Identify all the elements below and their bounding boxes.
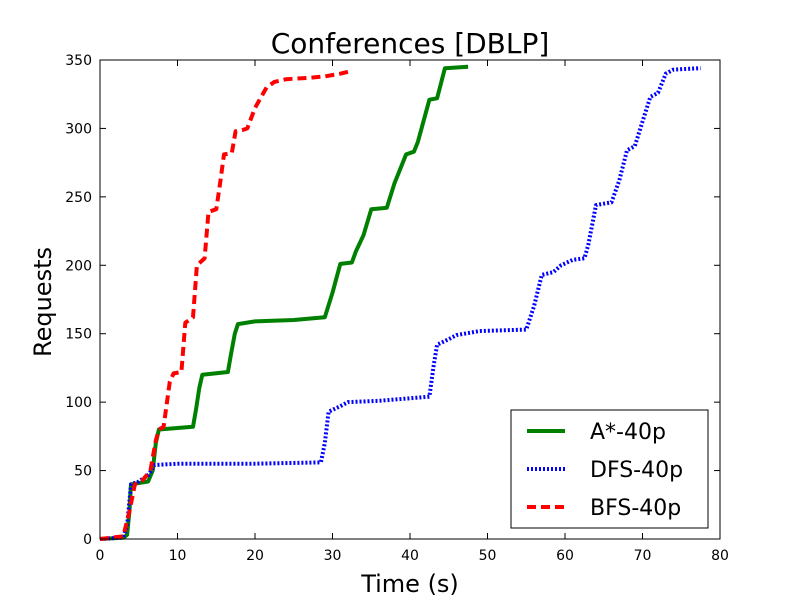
x-tick-label: 30 [324,548,342,564]
series-line-bfs-40p [99,68,353,541]
legend-label-a-40p: A*-40p [590,420,666,445]
chart-title: Conferences [DBLP] [271,27,550,60]
plot-area-frame [99,59,721,540]
legend: A*-40p DFS-40p BFS-40p [510,409,709,529]
x-tick-label: 60 [556,548,574,564]
legend-label-bfs-40p: BFS-40p [590,496,681,521]
y-tick-label: 100 [65,395,92,411]
x-tick-label: 20 [246,548,264,564]
y-tick-label: 250 [65,190,92,206]
y-axis-label: Requests [29,247,57,357]
y-tick-label: 50 [74,464,92,480]
x-tick-label: 50 [479,548,497,564]
legend-label-dfs-40p: DFS-40p [590,458,683,483]
y-tick-label: 0 [83,532,92,548]
x-axis-label: Time (s) [360,570,459,598]
x-tick-label: 10 [169,548,187,564]
y-tick-label: 150 [65,327,92,343]
x-tick-label: 40 [401,548,419,564]
x-tick-label: 80 [711,548,729,564]
series-line-a-40p [99,64,469,541]
x-tick-label: 70 [634,548,652,564]
x-tick-label: 0 [96,548,105,564]
y-tick-label: 350 [65,53,92,69]
y-tick-label: 200 [65,258,92,274]
y-tick-label: 300 [65,121,92,137]
series-layer [99,64,701,541]
series-line-dfs-40p [99,66,701,541]
axis-ticks: 0 10 20 30 40 50 60 70 80 0 50 100 150 200 250 300 350 [65,53,729,564]
